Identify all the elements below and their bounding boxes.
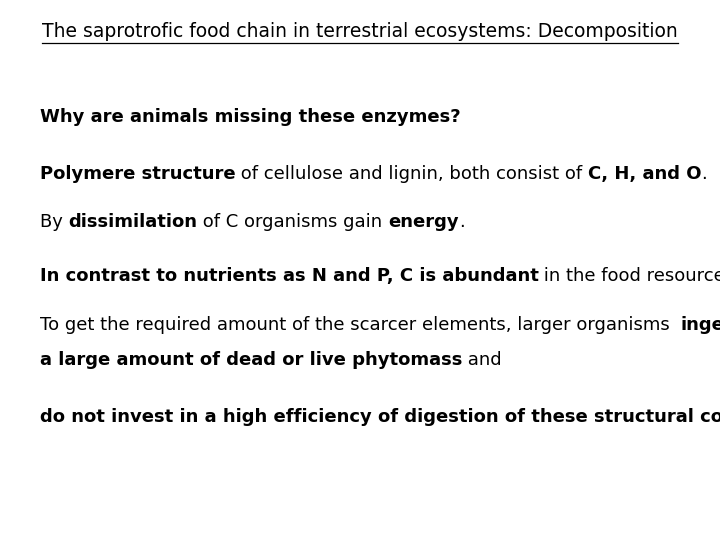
Text: C, H, and O: C, H, and O [588, 165, 701, 183]
Text: in the food resource.: in the food resource. [539, 267, 720, 285]
Text: Why are animals missing these enzymes?: Why are animals missing these enzymes? [40, 108, 460, 126]
Text: The saprotrofic food chain in terrestrial ecosystems: Decomposition: The saprotrofic food chain in terrestria… [42, 22, 678, 40]
Text: of C organisms gain: of C organisms gain [197, 213, 388, 231]
Text: ingest: ingest [681, 316, 720, 334]
Text: do not invest in a high efficiency of digestion of these structural compounds: do not invest in a high efficiency of di… [40, 408, 720, 426]
Text: and: and [462, 351, 502, 369]
Text: of cellulose and lignin, both consist of: of cellulose and lignin, both consist of [235, 165, 588, 183]
Text: dissimilation: dissimilation [68, 213, 197, 231]
Text: To get the required amount of the scarcer elements, larger organisms: To get the required amount of the scarce… [40, 316, 681, 334]
Text: By: By [40, 213, 68, 231]
Text: Polymere structure: Polymere structure [40, 165, 235, 183]
Text: energy: energy [388, 213, 459, 231]
Text: .: . [459, 213, 464, 231]
Text: .: . [701, 165, 707, 183]
Text: a large amount of dead or live phytomass: a large amount of dead or live phytomass [40, 351, 462, 369]
Text: In contrast to nutrients as N and P, C is abundant: In contrast to nutrients as N and P, C i… [40, 267, 539, 285]
